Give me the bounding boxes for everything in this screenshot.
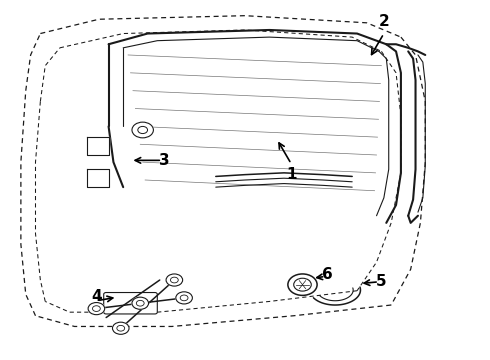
- Circle shape: [294, 278, 311, 291]
- Text: 2: 2: [378, 14, 389, 28]
- Text: 1: 1: [286, 167, 296, 182]
- Circle shape: [113, 322, 129, 334]
- Circle shape: [132, 297, 148, 309]
- Circle shape: [88, 302, 105, 315]
- Circle shape: [132, 122, 153, 138]
- Text: 6: 6: [322, 267, 333, 282]
- Text: 5: 5: [376, 274, 387, 289]
- Polygon shape: [87, 137, 109, 155]
- FancyBboxPatch shape: [104, 293, 157, 314]
- Circle shape: [288, 274, 317, 296]
- Polygon shape: [87, 169, 109, 187]
- Circle shape: [166, 274, 183, 286]
- Text: 4: 4: [91, 289, 102, 303]
- Circle shape: [176, 292, 193, 304]
- Text: 3: 3: [159, 153, 170, 168]
